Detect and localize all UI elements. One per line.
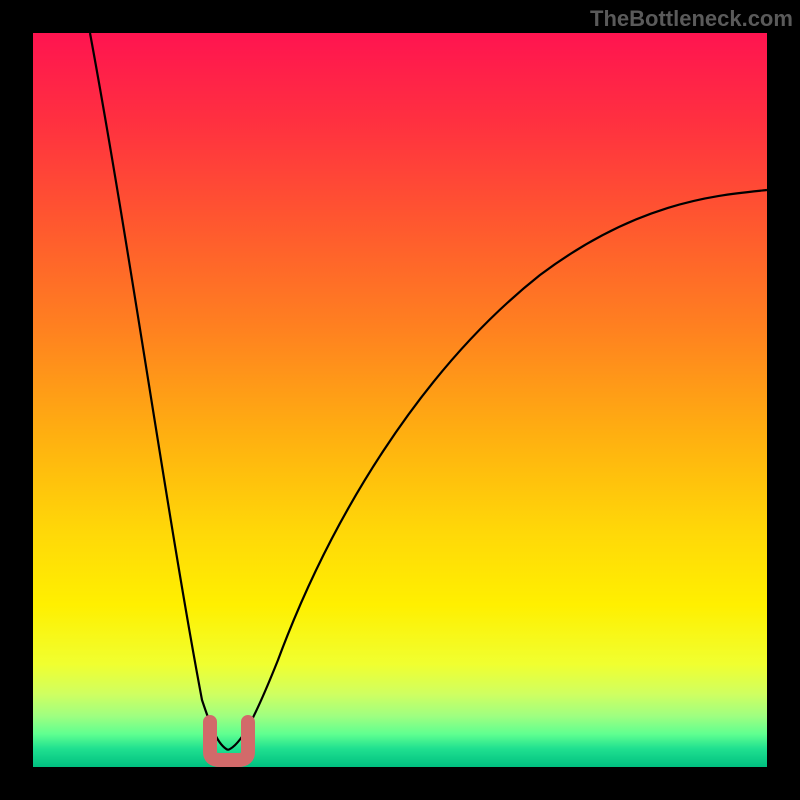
watermark-text: TheBottleneck.com — [590, 6, 793, 32]
plot-background — [33, 33, 767, 767]
plot-svg — [0, 0, 800, 800]
stage: TheBottleneck.com — [0, 0, 800, 800]
